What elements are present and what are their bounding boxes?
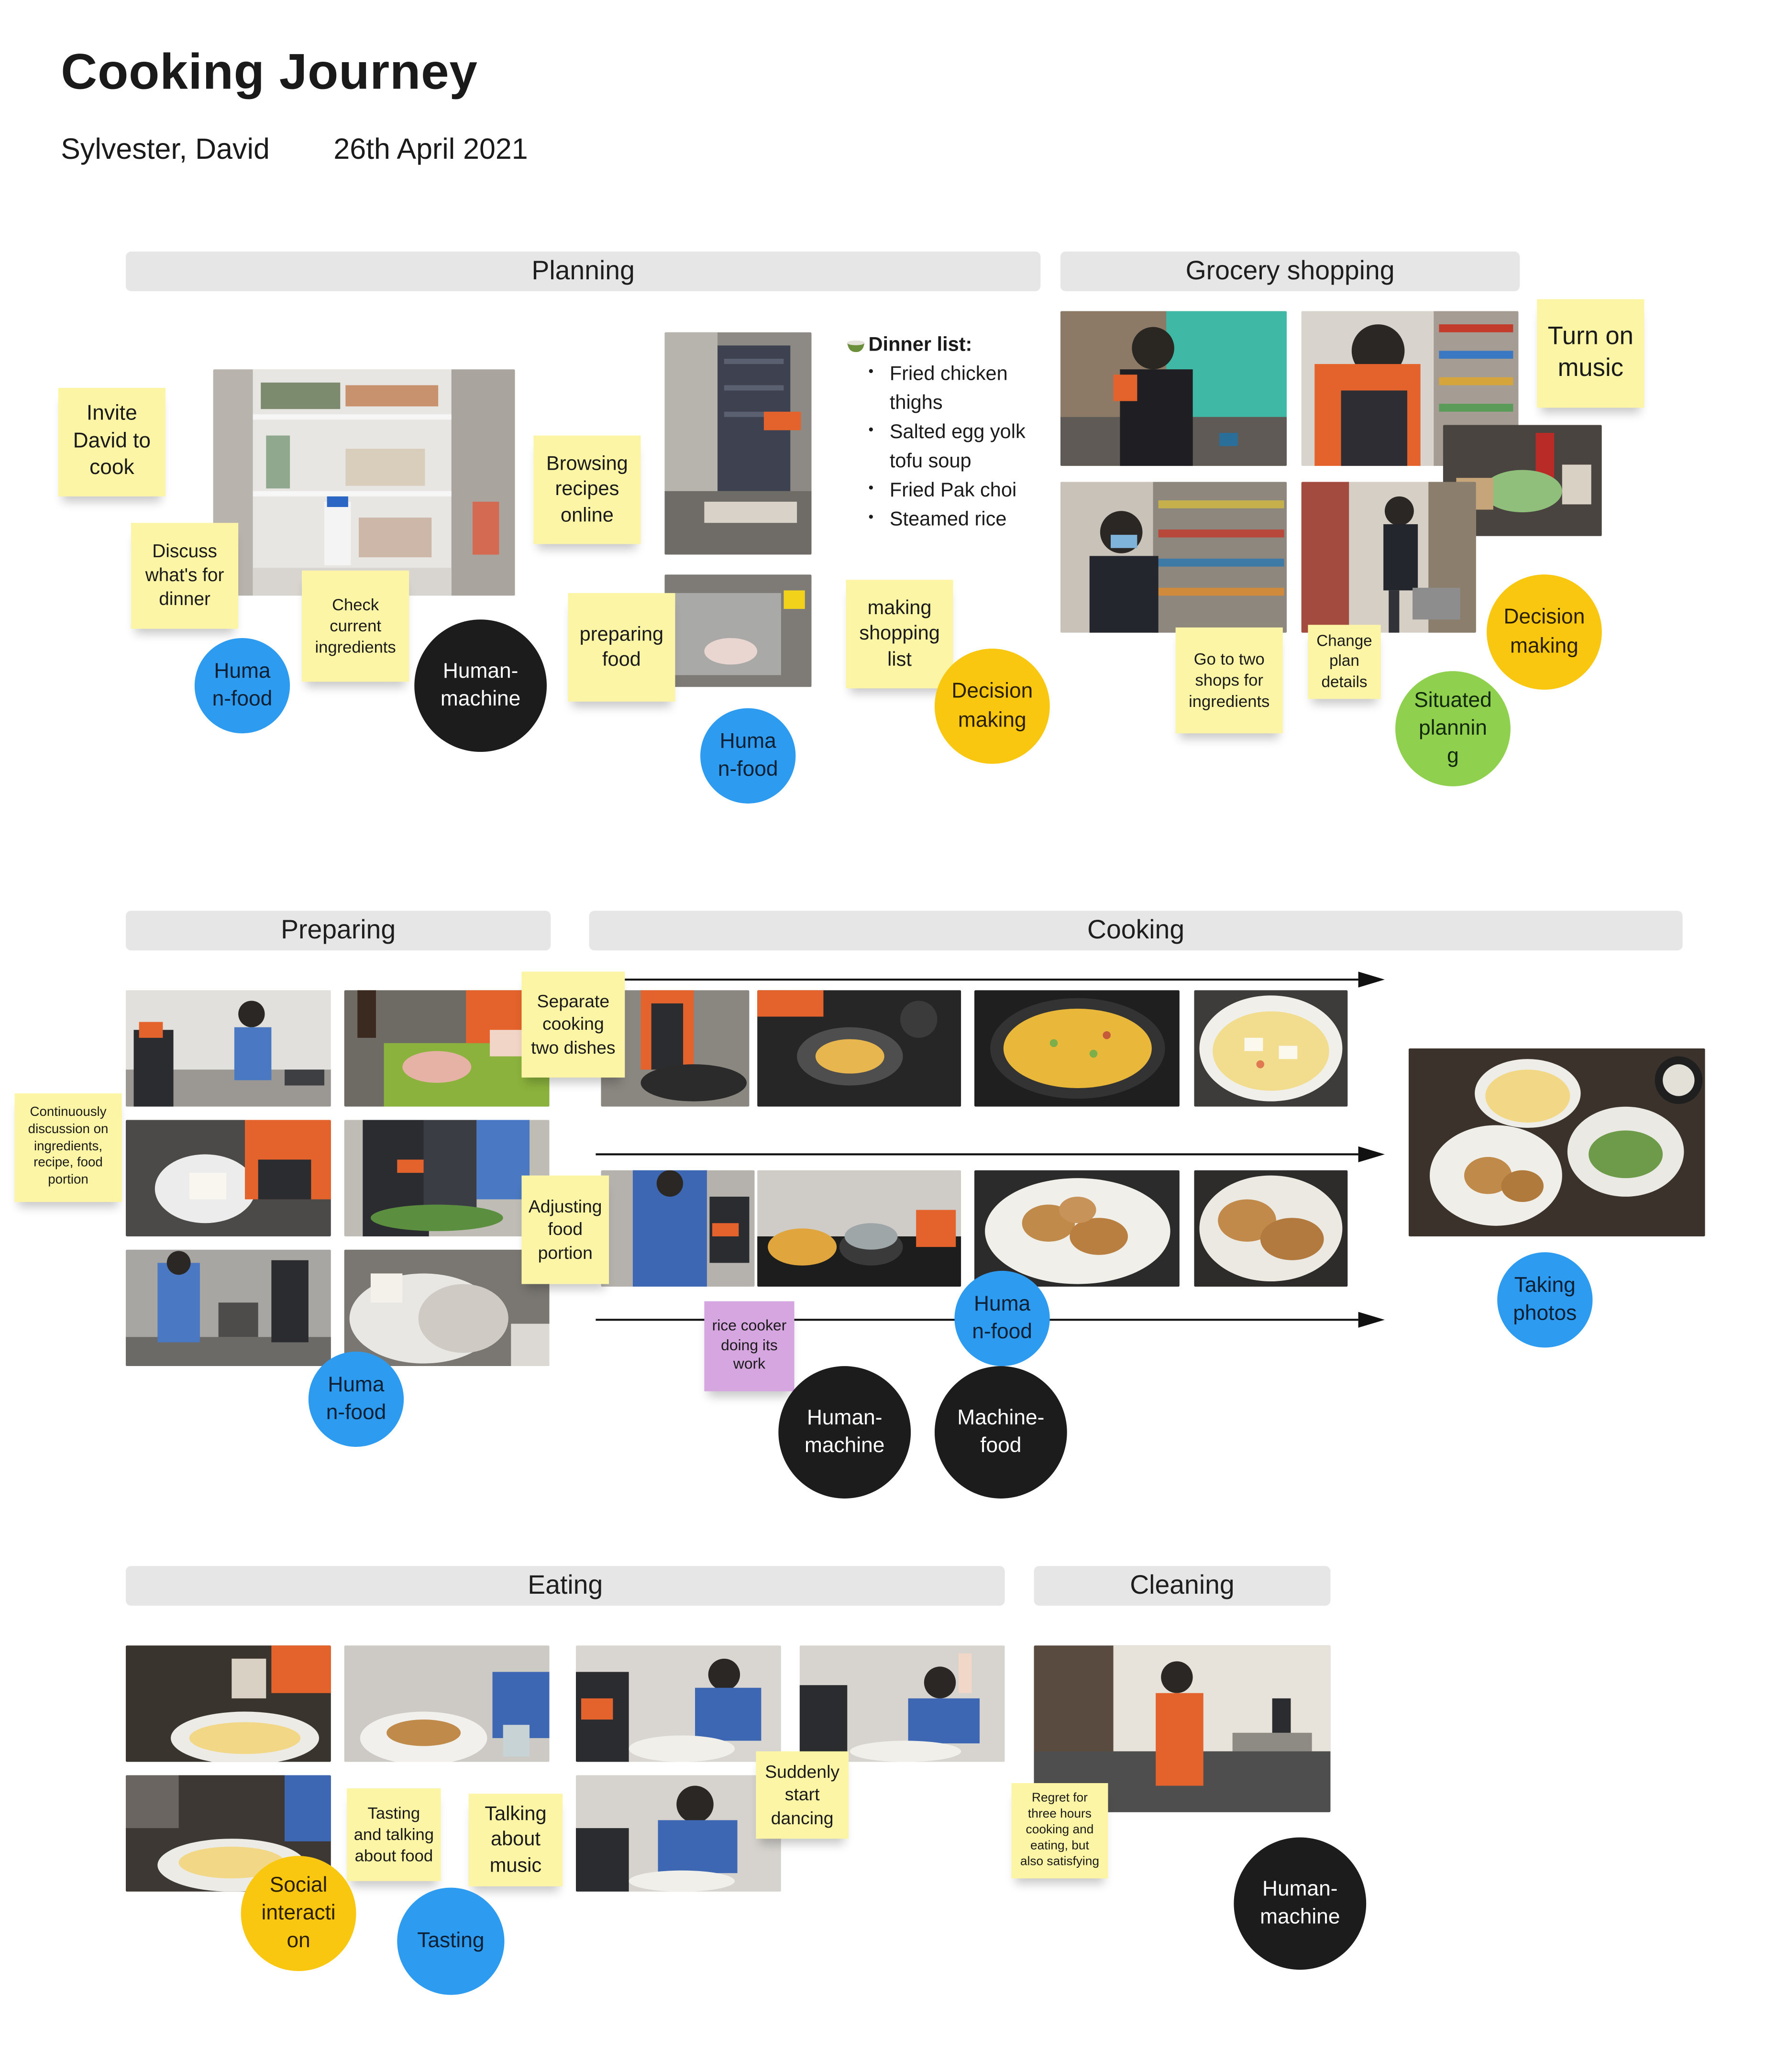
cooking-row2-photo-1[interactable]	[601, 1170, 755, 1287]
tofu-soup-bowl-photo[interactable]	[1194, 990, 1348, 1107]
sticky-dancing[interactable]: Suddenly start dancing	[756, 1751, 849, 1839]
prep-kitchen-photo-2[interactable]	[125, 1249, 331, 1367]
sticky-tasting-talking[interactable]: Tasting and talking about food	[347, 1788, 441, 1881]
tag-human-food[interactable]: Huma n-food	[954, 1270, 1050, 1367]
section-preparing[interactable]: Preparing	[125, 911, 551, 951]
prep-kitchen-photo-1[interactable]	[125, 990, 331, 1107]
cleaning-photo[interactable]	[1034, 1645, 1331, 1812]
tag-machine-food[interactable]: Machine- food	[934, 1366, 1067, 1499]
eating-photo-3[interactable]	[575, 1645, 781, 1762]
section-planning[interactable]: Planning	[125, 251, 1041, 291]
tag-tasting[interactable]: Tasting	[397, 1887, 505, 1995]
street-phone-photo[interactable]	[1060, 311, 1287, 466]
dinner-list[interactable]: Dinner list: Fried chicken thighs Salted…	[847, 331, 1059, 535]
tag-social-interaction[interactable]: Social interacti on	[241, 1856, 356, 1971]
fried-chicken-plate-photo[interactable]	[974, 1170, 1180, 1287]
washing-food-photo[interactable]	[664, 574, 812, 687]
coated-chicken-photo[interactable]	[344, 1249, 550, 1367]
bowl-icon	[847, 340, 865, 352]
slicing-tofu-photo[interactable]	[125, 1120, 331, 1236]
dinner-list-title: Dinner list:	[868, 333, 972, 356]
supermarket-trolley-photo[interactable]	[1301, 482, 1476, 633]
sticky-discuss[interactable]: Discuss what's for dinner	[131, 523, 239, 629]
dinner-item: Fried chicken thighs	[869, 360, 1059, 419]
sticky-change-plan[interactable]: Change plan details	[1308, 625, 1381, 699]
groceries-bag-photo[interactable]	[1443, 425, 1602, 536]
egg-yolk-soup-pot-photo[interactable]	[974, 990, 1180, 1107]
tag-human-food[interactable]: Huma n-food	[194, 638, 290, 734]
supermarket-aisle-photo-2[interactable]	[1060, 482, 1287, 633]
board-subtitle: Sylvester, David 26th April 2021	[61, 132, 528, 167]
tag-human-machine[interactable]: Human- machine	[1234, 1837, 1367, 1970]
section-grocery-shopping[interactable]: Grocery shopping	[1060, 251, 1520, 291]
stove-pots-photo[interactable]	[757, 1170, 961, 1287]
sticky-talking-music[interactable]: Talking about music	[468, 1794, 563, 1886]
cutting-chicken-photo[interactable]	[344, 990, 550, 1107]
tag-human-machine[interactable]: Human- machine	[414, 619, 547, 752]
cooking-row1-photo-1[interactable]	[601, 990, 750, 1107]
sticky-adjusting-portion[interactable]: Adjusting food portion	[521, 1175, 609, 1284]
dinner-list-heading: Dinner list:	[847, 331, 1059, 360]
section-cleaning[interactable]: Cleaning	[1034, 1566, 1331, 1606]
tag-situated-planning[interactable]: Situated plannin g	[1395, 671, 1511, 786]
dinner-item: Fried Pak choi	[869, 477, 1059, 506]
tag-decision-making[interactable]: Decision making	[934, 649, 1050, 764]
eating-photo-1[interactable]	[125, 1645, 331, 1762]
person-cooking-photo[interactable]	[664, 332, 812, 555]
tag-human-food[interactable]: Huma n-food	[700, 708, 796, 804]
dinner-item: Salted egg yolk tofu soup	[869, 419, 1059, 477]
fried-chicken-closeup-photo[interactable]	[1194, 1170, 1348, 1287]
dinner-item: Steamed rice	[869, 506, 1059, 535]
tag-decision-making[interactable]: Decision making	[1487, 574, 1602, 690]
tag-human-food[interactable]: Huma n-food	[308, 1351, 404, 1447]
fridge-photo[interactable]	[213, 369, 515, 596]
eating-photo-5[interactable]	[125, 1775, 331, 1892]
sticky-continuous-discussion[interactable]: Continuously discussion on ingredients, …	[14, 1093, 122, 1202]
sticky-turn-on-music[interactable]: Turn on music	[1537, 299, 1645, 408]
sticky-rice-cooker[interactable]: rice cooker doing its work	[704, 1301, 795, 1391]
tag-human-machine[interactable]: Human- machine	[778, 1366, 911, 1499]
board-title: Cooking Journey	[61, 45, 478, 101]
eating-photo-4[interactable]	[799, 1645, 1005, 1762]
eating-photo-6[interactable]	[575, 1775, 781, 1892]
sticky-regret[interactable]: Regret for three hours cooking and eatin…	[1011, 1783, 1108, 1879]
sticky-check-ingredients[interactable]: Check current ingredients	[302, 570, 409, 682]
sticky-shopping-list[interactable]: making shopping list	[846, 580, 953, 689]
sticky-invite[interactable]: Invite David to cook	[58, 387, 166, 496]
timeline-arrow-1	[593, 968, 1388, 992]
date: 26th April 2021	[333, 132, 528, 165]
frying-pan-photo[interactable]	[757, 990, 961, 1107]
sticky-preparing-food[interactable]: preparing food	[568, 593, 675, 702]
sticky-browsing-recipes[interactable]: Browsing recipes online	[533, 435, 641, 544]
sticky-two-shops[interactable]: Go to two shops for ingredients	[1175, 627, 1283, 734]
section-cooking[interactable]: Cooking	[589, 911, 1683, 951]
final-dinner-photo[interactable]	[1408, 1048, 1705, 1236]
tag-taking-photos[interactable]: Taking photos	[1497, 1252, 1593, 1348]
timeline-arrow-2	[593, 1142, 1388, 1166]
sticky-separate-dishes[interactable]: Separate cooking two dishes	[521, 971, 625, 1078]
authors: Sylvester, David	[61, 132, 270, 165]
section-eating[interactable]: Eating	[125, 1566, 1005, 1606]
eating-photo-2[interactable]	[344, 1645, 550, 1762]
chopping-greens-photo[interactable]	[344, 1120, 550, 1236]
